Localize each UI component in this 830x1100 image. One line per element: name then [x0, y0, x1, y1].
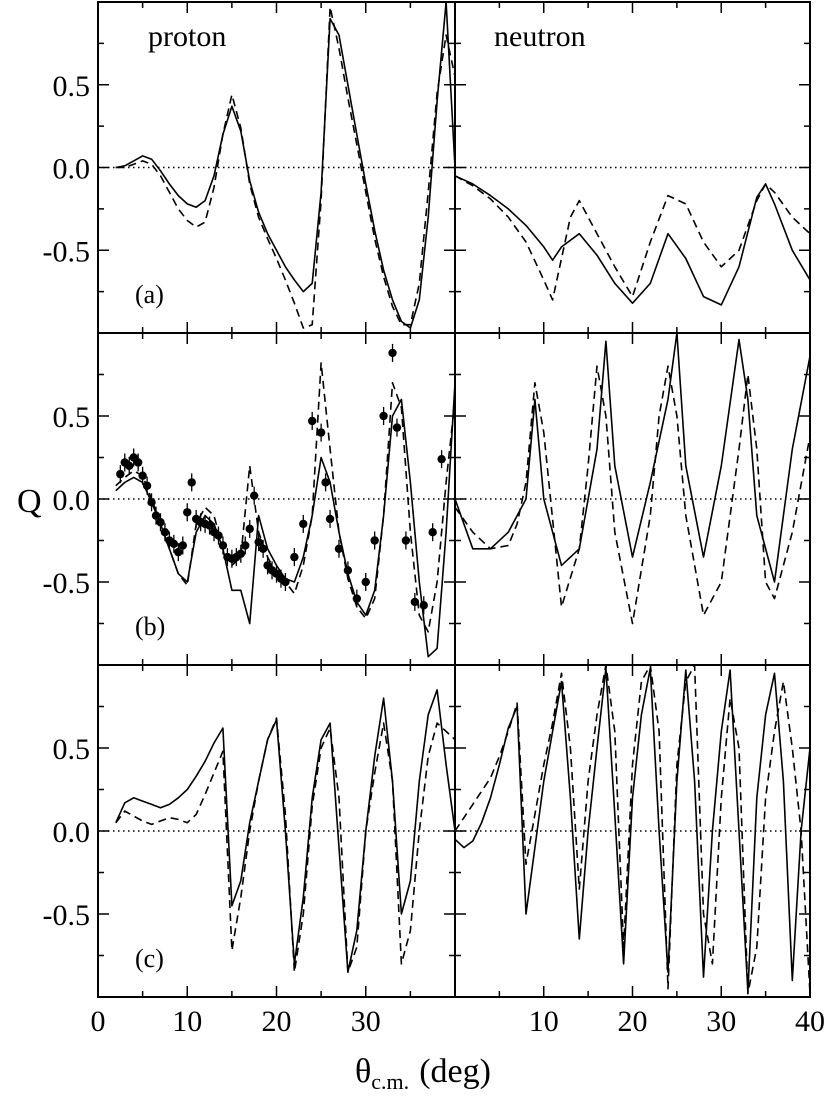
series-line-solid [455, 333, 810, 583]
x-axis-title: θc.m. (deg) [355, 1053, 491, 1094]
data-point [249, 491, 259, 500]
panel-2-0: (c) -0.5 0.0 0.5 [43, 664, 456, 998]
data-point [361, 577, 370, 587]
data-points-group [116, 343, 446, 615]
series-line-dashed [115, 362, 455, 633]
y-tick-label: 0.5 [53, 401, 91, 434]
y-tick-label: 0.0 [53, 816, 91, 849]
panel-tag: (b) [135, 612, 165, 641]
series-group [115, 2, 455, 329]
data-point [316, 428, 326, 437]
data-point [245, 524, 254, 534]
data-point [401, 536, 411, 545]
data-point [138, 471, 147, 480]
data-point [205, 521, 214, 530]
x-tick-label: 20 [262, 1005, 292, 1038]
series-line-solid [115, 2, 455, 329]
data-point [187, 478, 196, 487]
y-tick-label: -0.5 [43, 899, 91, 932]
series-group [115, 362, 455, 658]
data-point [321, 478, 330, 487]
data-point [352, 594, 362, 603]
data-point [343, 566, 353, 575]
y-tick-label: 0.0 [53, 153, 91, 186]
panel-title: proton [148, 20, 226, 53]
data-point [410, 597, 420, 607]
x-axis-symbol: θ [355, 1053, 371, 1090]
panel-2-1 [454, 664, 811, 998]
data-point [183, 508, 192, 517]
series-line-dashed [115, 6, 455, 329]
y-tick-label: 0.5 [53, 70, 91, 103]
series-line-solid [455, 175, 810, 306]
series-group [455, 333, 810, 625]
data-point [388, 348, 397, 358]
x-axis-unit: (deg) [419, 1053, 491, 1090]
data-point [178, 541, 187, 550]
series-line-dashed [455, 175, 810, 301]
x-tick-label: 0 [91, 1005, 106, 1038]
series-line-solid [115, 689, 455, 973]
y-axis-title: Q [17, 483, 42, 520]
series-line-dashed [115, 717, 455, 973]
data-point [290, 552, 299, 562]
data-point [116, 469, 125, 479]
data-point [156, 518, 165, 527]
y-tick-label: -0.5 [43, 567, 91, 600]
data-point [308, 416, 317, 426]
x-tick-label: 30 [351, 1005, 381, 1038]
series-line-solid [115, 382, 455, 658]
data-point [437, 454, 446, 464]
data-point [160, 528, 170, 537]
x-axis-subscript: c.m. [371, 1069, 409, 1094]
data-point [214, 531, 223, 540]
data-point [258, 544, 268, 553]
y-tick-label: 0.5 [53, 733, 91, 766]
panel-title: neutron [494, 20, 586, 53]
data-point [325, 514, 335, 524]
x-tick-label: 40 [795, 1005, 825, 1038]
x-tick-label: 20 [618, 1005, 648, 1038]
data-point [125, 461, 134, 470]
data-point [281, 577, 290, 587]
data-point [133, 458, 143, 467]
data-point [299, 519, 308, 529]
panel-1-0: (b) -0.5 0.0 0.5 [43, 332, 456, 666]
data-point [236, 549, 245, 558]
x-tick-label: 10 [529, 1005, 559, 1038]
x-tick-label: 10 [172, 1005, 202, 1038]
y-tick-label: -0.5 [43, 235, 91, 268]
data-point [147, 498, 156, 507]
data-point [218, 541, 228, 550]
x-tick-label: 30 [706, 1005, 736, 1038]
series-line-dashed [455, 665, 810, 995]
y-tick-label: 0.0 [53, 484, 91, 517]
data-point [241, 541, 250, 550]
data-point [428, 528, 437, 537]
data-point [370, 536, 379, 545]
series-group [455, 665, 810, 995]
panel-frame [454, 664, 811, 998]
panel-tag: (a) [135, 280, 164, 309]
panel-1-1 [454, 332, 811, 666]
data-point [174, 547, 183, 557]
data-point [169, 539, 179, 549]
series-group [455, 175, 810, 306]
data-point [151, 511, 161, 520]
panel-frame [454, 332, 811, 666]
series-group [115, 689, 455, 973]
data-point [334, 544, 344, 553]
data-point [142, 481, 152, 490]
data-point [392, 423, 402, 432]
series-line-dashed [455, 365, 810, 625]
data-point [419, 601, 428, 610]
panel-0-0: proton (a) -0.5 0.0 0.5 [43, 1, 456, 334]
panel-tag: (c) [135, 944, 164, 973]
panel-0-1: neutron [454, 1, 811, 334]
data-point [254, 537, 263, 547]
data-point [379, 411, 388, 421]
